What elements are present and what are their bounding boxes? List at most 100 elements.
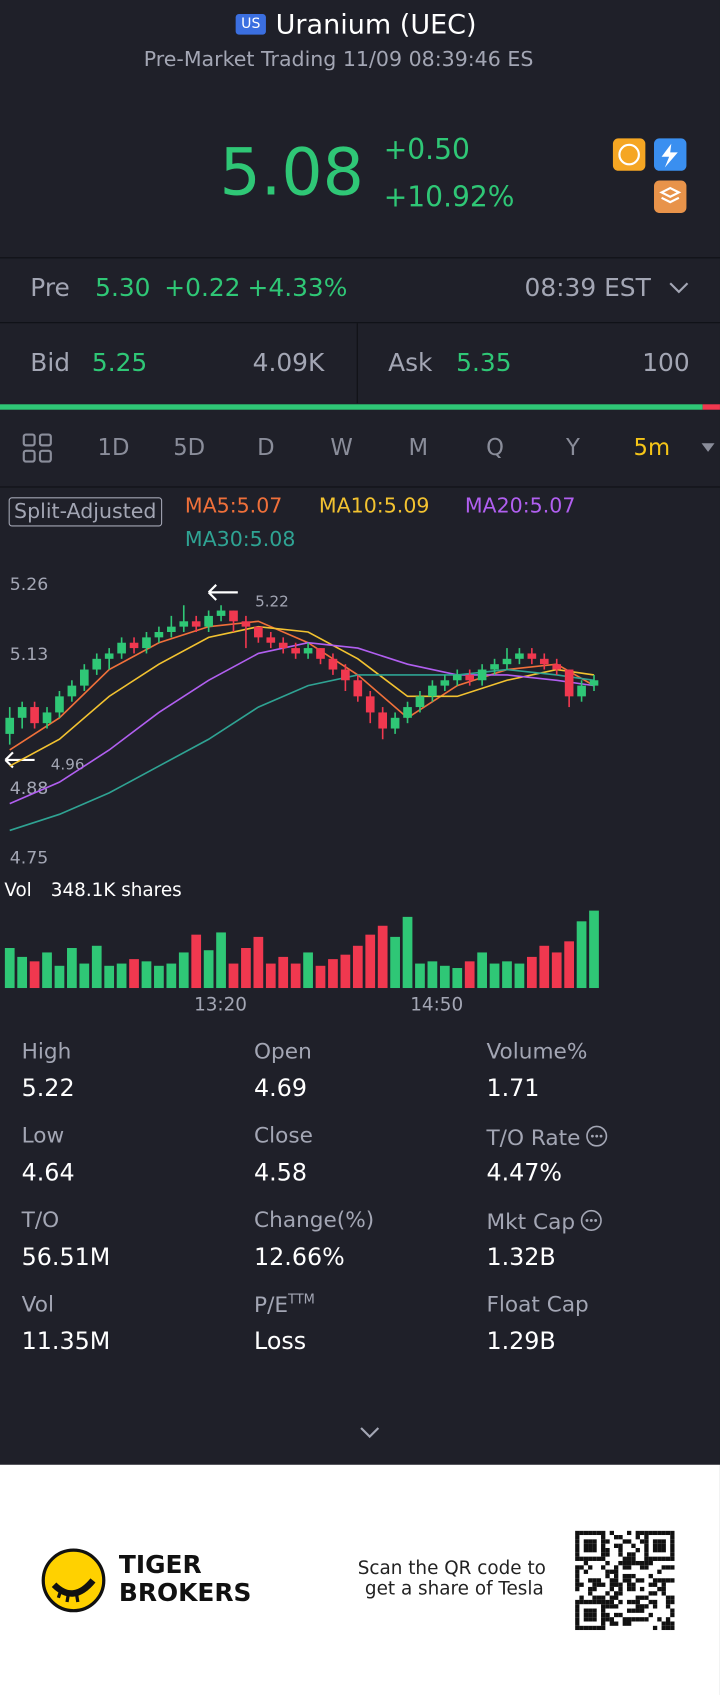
period-tab[interactable]: W: [330, 434, 353, 461]
stat-value: 56.51M: [21, 1244, 111, 1272]
candle-body: [465, 674, 475, 681]
brand-1: TIGER: [118, 1551, 202, 1580]
stat-value: 4.64: [21, 1159, 75, 1187]
candle-body: [5, 717, 15, 734]
scan-2: get a share of Tesla: [364, 1578, 544, 1600]
candle-body: [191, 621, 201, 627]
stat-label: Vol: [21, 1290, 54, 1317]
volume-bar: [452, 968, 463, 989]
info-icon[interactable]: [585, 1124, 609, 1148]
candle-body: [104, 653, 114, 659]
candle-body: [92, 658, 102, 670]
stat-value: Loss: [254, 1328, 307, 1356]
pre-time: 08:39 EST: [524, 274, 651, 303]
volume-bar: [589, 910, 599, 989]
logo: [41, 1548, 106, 1613]
volume-bar: [54, 965, 65, 989]
subtitle: Pre-Market Trading 11/09 08:39:46 ES: [143, 49, 534, 71]
pre-price: 5.30: [95, 274, 151, 303]
ma-line: [9, 625, 595, 767]
stat-label: Float Cap: [486, 1290, 589, 1317]
title: Uranium (UEC): [275, 8, 477, 40]
candle-body: [428, 685, 437, 697]
period-tab[interactable]: Q: [486, 434, 505, 461]
candle-body: [341, 669, 350, 681]
candle-body: [303, 648, 313, 654]
candle-body: [254, 626, 263, 638]
period-tab[interactable]: Y: [565, 434, 580, 461]
more-icon[interactable]: [700, 442, 715, 453]
candle-body: [154, 632, 164, 638]
period-tab[interactable]: 5D: [173, 434, 206, 461]
stat-label: T/O Rate: [486, 1124, 608, 1148]
candle-body: [129, 642, 139, 649]
candle-body: [539, 658, 549, 665]
volume-bar: [29, 961, 40, 989]
period-tab[interactable]: 1D: [97, 434, 130, 461]
dropdown-icon[interactable]: [668, 280, 690, 295]
stat-label: Low: [21, 1122, 65, 1149]
period-tab[interactable]: M: [408, 434, 429, 461]
ask-size: 100: [642, 349, 690, 378]
candle-body: [67, 685, 77, 697]
stat-value: 1.29B: [486, 1328, 556, 1356]
vol-text: 348.1K shares: [51, 880, 182, 901]
volume-bar: [278, 956, 289, 989]
candle-body: [353, 680, 363, 697]
volume-bar: [91, 945, 102, 989]
badge-icons: [612, 138, 687, 213]
candle-body: [365, 696, 375, 713]
layout-icon[interactable]: [22, 432, 54, 464]
candle-body: [79, 669, 89, 686]
stat-value: 4.47%: [486, 1159, 563, 1187]
period-tab[interactable]: 5m: [633, 434, 671, 461]
info-icon[interactable]: [579, 1209, 603, 1233]
adjust-label[interactable]: Split-Adjusted: [8, 497, 162, 527]
pre-change-pct: +4.33%: [247, 274, 348, 303]
candle-body: [378, 712, 387, 729]
volume-bar: [67, 948, 77, 989]
volume-bar: [216, 932, 226, 989]
candle-body: [477, 669, 487, 681]
volume-bar: [502, 961, 512, 989]
period-tab[interactable]: D: [257, 434, 275, 461]
volume-bar: [141, 961, 152, 989]
volume-bar: [340, 954, 351, 989]
stat-label-sup: TTM: [288, 1291, 315, 1307]
volume-bar: [253, 936, 264, 989]
candle-body: [142, 637, 151, 649]
stat-value: 1.32B: [486, 1244, 556, 1272]
stat-label: T/O: [21, 1206, 60, 1233]
candle-body: [278, 642, 288, 649]
candle-body: [316, 648, 325, 659]
candle-body: [328, 658, 338, 670]
volume-bar: [178, 952, 189, 989]
volume-bar: [415, 963, 425, 989]
volume-bar: [290, 963, 301, 989]
low-marker: 4.96: [51, 756, 85, 774]
volume-bar: [514, 963, 525, 989]
candle-body: [452, 674, 462, 681]
stat-label: Open: [254, 1037, 312, 1064]
pre-label: Pre: [30, 274, 70, 303]
volume-bar: [42, 952, 52, 989]
change-pct: +10.92%: [383, 181, 515, 215]
candle-body: [42, 712, 52, 724]
volume-bar: [551, 952, 562, 989]
volume-bar: [191, 934, 202, 989]
volume-bar: [4, 948, 15, 989]
chart: 5.22 4.96 Vol 348.1K shares 13:20 14:50 …: [4, 575, 599, 1016]
volume-bar: [352, 945, 363, 989]
time-label: 13:20: [194, 995, 247, 1016]
candle-body: [216, 610, 226, 616]
volume-bar: [390, 936, 400, 989]
stat-value: 5.22: [21, 1075, 75, 1103]
volume-bar: [315, 965, 326, 989]
volume-bar: [265, 963, 276, 989]
expand-icon[interactable]: [359, 1425, 381, 1440]
stat-value: 4.58: [254, 1159, 307, 1187]
volume-bar: [303, 952, 313, 989]
stat-value: 4.69: [254, 1075, 307, 1103]
y-tick-label: 4.88: [10, 779, 48, 799]
